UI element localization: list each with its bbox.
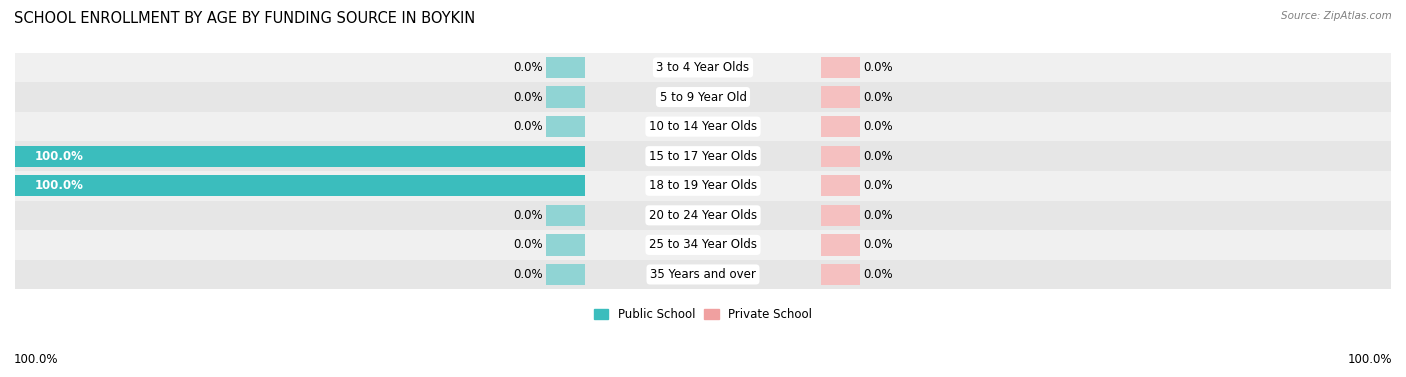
Text: 0.0%: 0.0% [863, 61, 893, 74]
Text: 100.0%: 100.0% [35, 150, 83, 163]
Bar [15, 201, 1391, 230]
Text: 0.0%: 0.0% [513, 90, 543, 104]
Text: 100.0%: 100.0% [35, 179, 83, 192]
Text: 10 to 14 Year Olds: 10 to 14 Year Olds [650, 120, 756, 133]
Bar [15, 230, 1391, 260]
Bar [821, 264, 860, 285]
Text: 20 to 24 Year Olds: 20 to 24 Year Olds [650, 209, 756, 222]
Text: 18 to 19 Year Olds: 18 to 19 Year Olds [650, 179, 756, 192]
Text: 0.0%: 0.0% [863, 268, 893, 281]
Text: 0.0%: 0.0% [513, 120, 543, 133]
Text: 15 to 17 Year Olds: 15 to 17 Year Olds [650, 150, 756, 163]
Text: Source: ZipAtlas.com: Source: ZipAtlas.com [1281, 11, 1392, 21]
Bar [546, 86, 585, 108]
Bar [15, 175, 585, 196]
Text: 0.0%: 0.0% [863, 179, 893, 192]
Bar [821, 86, 860, 108]
Bar [821, 57, 860, 78]
Bar [821, 234, 860, 256]
Bar [821, 175, 860, 196]
Bar [15, 171, 1391, 201]
Text: 0.0%: 0.0% [513, 268, 543, 281]
Bar [821, 116, 860, 137]
Bar [15, 146, 585, 167]
Text: 0.0%: 0.0% [863, 90, 893, 104]
Text: 25 to 34 Year Olds: 25 to 34 Year Olds [650, 238, 756, 251]
Text: 0.0%: 0.0% [863, 150, 893, 163]
Text: SCHOOL ENROLLMENT BY AGE BY FUNDING SOURCE IN BOYKIN: SCHOOL ENROLLMENT BY AGE BY FUNDING SOUR… [14, 11, 475, 26]
Bar [546, 234, 585, 256]
Bar [15, 53, 1391, 82]
Bar [15, 260, 1391, 289]
Bar [546, 116, 585, 137]
Bar [15, 112, 1391, 141]
Text: 100.0%: 100.0% [1347, 353, 1392, 366]
Bar [15, 141, 1391, 171]
Bar [821, 146, 860, 167]
Bar [546, 264, 585, 285]
Text: 0.0%: 0.0% [863, 120, 893, 133]
Text: 5 to 9 Year Old: 5 to 9 Year Old [659, 90, 747, 104]
Text: 35 Years and over: 35 Years and over [650, 268, 756, 281]
Legend: Public School, Private School: Public School, Private School [589, 303, 817, 326]
Text: 0.0%: 0.0% [513, 209, 543, 222]
Bar [821, 205, 860, 226]
Text: 3 to 4 Year Olds: 3 to 4 Year Olds [657, 61, 749, 74]
Text: 0.0%: 0.0% [513, 61, 543, 74]
Bar [546, 205, 585, 226]
Bar [15, 82, 1391, 112]
Bar [546, 57, 585, 78]
Text: 0.0%: 0.0% [513, 238, 543, 251]
Text: 0.0%: 0.0% [863, 238, 893, 251]
Text: 100.0%: 100.0% [14, 353, 59, 366]
Text: 0.0%: 0.0% [863, 209, 893, 222]
